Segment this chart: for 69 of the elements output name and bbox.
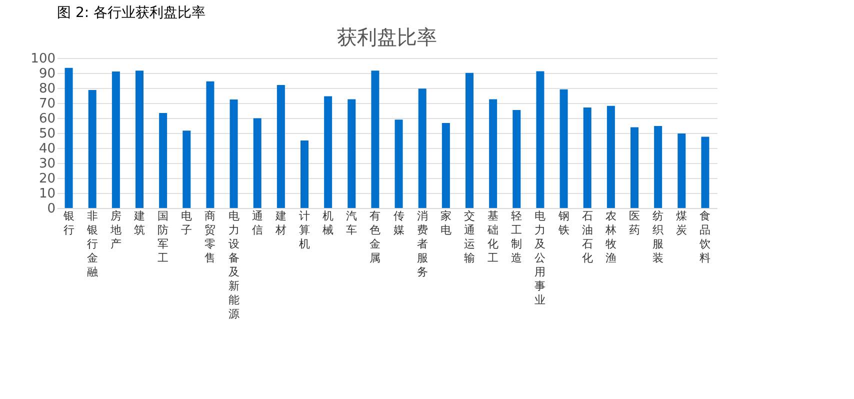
bar (159, 113, 168, 208)
x-tick-label: 基础化工 (486, 210, 499, 264)
x-tick-label: 家电 (440, 210, 452, 236)
y-tick-label: 40 (38, 142, 56, 156)
bar (489, 99, 498, 208)
x-tick-label: 建筑 (133, 210, 145, 236)
x-tick-label: 消费者服务 (416, 210, 428, 278)
bar (300, 140, 308, 208)
x-tick-label: 汽车 (346, 210, 358, 236)
bar (536, 71, 544, 208)
bar (88, 90, 96, 208)
bar (64, 68, 73, 208)
y-tick-label: 30 (38, 156, 56, 172)
x-tick-label: 纺织服装 (652, 210, 664, 264)
y-tick-label: 50 (38, 126, 56, 142)
x-tick-label: 通信 (252, 210, 263, 236)
bar (394, 120, 403, 208)
x-tick-label: 石油石化 (582, 210, 593, 264)
bar (630, 127, 638, 208)
bar (182, 130, 191, 208)
bar (418, 88, 426, 208)
x-tick-label: 机械 (322, 210, 334, 236)
x-tick-label: 钢铁 (557, 210, 570, 236)
bar (348, 99, 356, 208)
x-tick-label: 农林牧渔 (604, 210, 616, 264)
y-tick-label: 60 (38, 112, 56, 126)
caption: 图 2: 各行业获利盘比率 (57, 5, 206, 21)
bar (442, 122, 450, 208)
bar (512, 110, 521, 208)
bar (230, 100, 238, 208)
y-tick-label: 90 (38, 66, 56, 82)
x-tick-label: 传媒 (393, 210, 404, 236)
bar (701, 136, 710, 208)
bar (466, 72, 474, 208)
bar (253, 118, 262, 208)
x-tick-label: 计算机 (299, 210, 310, 250)
x-tick-label: 煤炭 (676, 210, 688, 236)
bar (654, 126, 662, 208)
x-tick-label: 有色金属 (370, 210, 381, 264)
x-tick-label: 食品饮料 (698, 210, 711, 264)
y-tick-label: 0 (47, 202, 56, 216)
x-tick-label: 银行 (62, 210, 74, 236)
bar (136, 70, 144, 208)
y-tick-label: 10 (38, 186, 56, 202)
y-tick-label: 80 (38, 82, 56, 96)
y-tick-label: 100 (30, 52, 56, 66)
bar (560, 89, 568, 208)
x-tick-label: 建材 (274, 210, 286, 236)
bar (371, 70, 380, 208)
bar (112, 72, 120, 208)
bar (583, 108, 592, 208)
chart-title: 获利盘比率 (337, 25, 437, 49)
x-tick-label: 医药 (629, 210, 640, 236)
bar (606, 106, 615, 208)
x-tick-label: 电子 (181, 210, 192, 236)
bar (276, 85, 285, 208)
bar (324, 96, 332, 208)
x-tick-label: 房地产 (109, 210, 122, 250)
y-tick-label: 70 (38, 96, 56, 112)
y-tick-label: 20 (38, 172, 56, 186)
x-tick-label: 交通运输 (464, 210, 475, 264)
bar (206, 81, 214, 208)
x-tick-label: 电力设备及新能源 (228, 210, 240, 320)
x-tick-label: 轻工制造 (511, 210, 522, 264)
x-tick-label: 电力及公用事业 (534, 210, 546, 306)
x-tick-label: 商贸零售 (204, 210, 216, 264)
x-tick-label: 非银行金融 (86, 210, 98, 278)
bar (678, 133, 686, 208)
x-tick-label: 国防军工 (158, 210, 169, 264)
